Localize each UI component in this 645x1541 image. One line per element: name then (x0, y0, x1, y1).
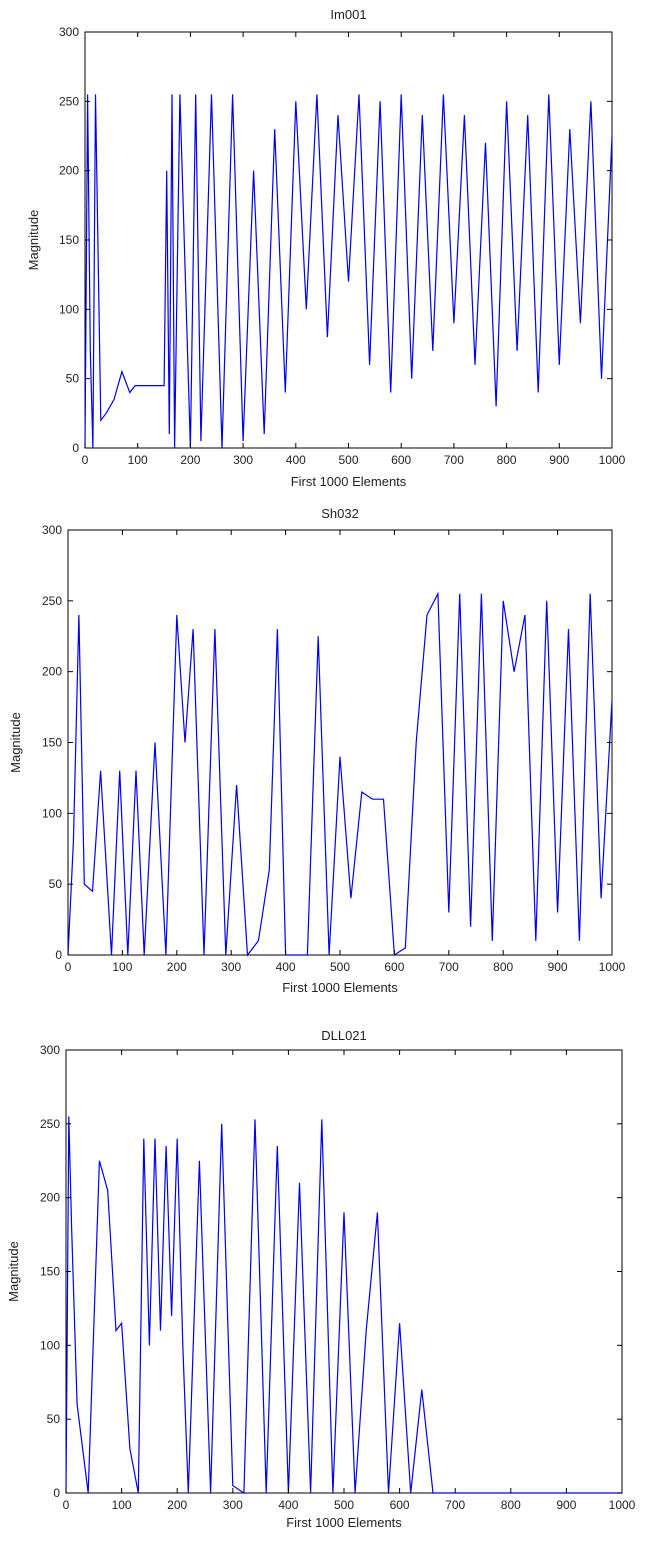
x-tick-label: 800 (497, 453, 517, 467)
y-tick-label: 150 (42, 736, 62, 750)
chart-title: Sh032 (321, 506, 359, 521)
x-tick-label: 1000 (609, 1498, 636, 1512)
y-tick-label: 200 (59, 164, 79, 178)
y-tick-label: 0 (53, 1486, 60, 1500)
x-tick-label: 200 (167, 1498, 187, 1512)
x-tick-label: 500 (330, 960, 350, 974)
x-tick-label: 0 (65, 960, 72, 974)
y-tick-label: 100 (42, 806, 62, 820)
y-tick-label: 0 (72, 441, 79, 455)
x-tick-label: 600 (390, 1498, 410, 1512)
y-tick-label: 50 (49, 877, 63, 891)
y-tick-label: 150 (59, 233, 79, 247)
x-tick-label: 200 (180, 453, 200, 467)
x-tick-label: 500 (334, 1498, 354, 1512)
y-tick-label: 150 (40, 1265, 60, 1279)
series-line-0 (65, 1116, 622, 1495)
x-axis-label: First 1000 Elements (286, 1515, 402, 1530)
chart-panel-3: 0 100 200 300 400 500 600 700 800 900 1000 0 50 100 15… (0, 1020, 645, 1541)
x-tick-label: 400 (286, 453, 306, 467)
y-axis-label: Magnitude (26, 210, 41, 271)
chart-title: DLL021 (321, 1028, 367, 1043)
x-tick-label: 100 (112, 1498, 132, 1512)
x-tick-label: 100 (128, 453, 148, 467)
x-tick-label: 500 (338, 453, 358, 467)
x-tick-label: 1000 (599, 453, 626, 467)
series-line-0 (84, 94, 613, 449)
x-tick-label: 700 (445, 1498, 465, 1512)
x-tick-label: 900 (549, 453, 569, 467)
x-tick-label: 900 (548, 960, 568, 974)
y-tick-label: 200 (42, 665, 62, 679)
plot-frame (65, 1049, 623, 1494)
x-axis-label: First 1000 Elements (282, 980, 398, 995)
y-axis-label: Magnitude (8, 712, 23, 773)
x-tick-label: 300 (223, 1498, 243, 1512)
x-axis-label: First 1000 Elements (291, 474, 407, 489)
x-tick-label: 900 (556, 1498, 576, 1512)
y-tick-label: 250 (59, 94, 79, 108)
chart-panel-1: 0 100 200 300 400 500 600 700 800 900 1000 0 50 100 15… (0, 0, 645, 495)
x-tick-label: 300 (221, 960, 241, 974)
x-tick-label: 300 (233, 453, 253, 467)
x-tick-label: 0 (63, 1498, 70, 1512)
y-axis-label: Magnitude (6, 1241, 21, 1302)
x-tick-label: 0 (82, 453, 89, 467)
x-tick-label: 600 (391, 453, 411, 467)
y-tick-label: 100 (59, 302, 79, 316)
y-tick-label: 50 (66, 372, 80, 386)
x-tick-label: 100 (112, 960, 132, 974)
x-tick-label: 200 (167, 960, 187, 974)
y-tick-label: 300 (40, 1043, 60, 1057)
y-tick-label: 0 (55, 948, 62, 962)
chart-title: Im001 (330, 7, 366, 22)
x-tick-label: 700 (444, 453, 464, 467)
x-tick-label: 1000 (599, 960, 626, 974)
y-tick-label: 250 (42, 594, 62, 608)
y-tick-label: 300 (42, 523, 62, 537)
chart-3: 0 100 200 300 400 500 600 700 800 900 1000 0 50 100 15… (6, 1028, 636, 1530)
y-tick-label: 250 (40, 1117, 60, 1131)
series-line-0 (67, 591, 613, 957)
chart-2: 0 100 200 300 400 500 600 700 800 900 1000 0 50 100 15… (8, 506, 626, 995)
x-tick-label: 400 (278, 1498, 298, 1512)
x-tick-label: 400 (276, 960, 296, 974)
y-tick-label: 300 (59, 25, 79, 39)
y-tick-label: 200 (40, 1191, 60, 1205)
plot-frame (67, 529, 613, 956)
chart-1: 0 100 200 300 400 500 600 700 800 900 1000 0 50 100 15… (26, 7, 626, 489)
x-tick-label: 600 (384, 960, 404, 974)
y-tick-label: 50 (47, 1412, 61, 1426)
y-tick-label: 100 (40, 1338, 60, 1352)
x-tick-label: 800 (493, 960, 513, 974)
x-tick-label: 700 (439, 960, 459, 974)
x-tick-label: 800 (501, 1498, 521, 1512)
chart-panel-2: 0 100 200 300 400 500 600 700 800 900 1000 0 50 100 15… (0, 500, 645, 1000)
